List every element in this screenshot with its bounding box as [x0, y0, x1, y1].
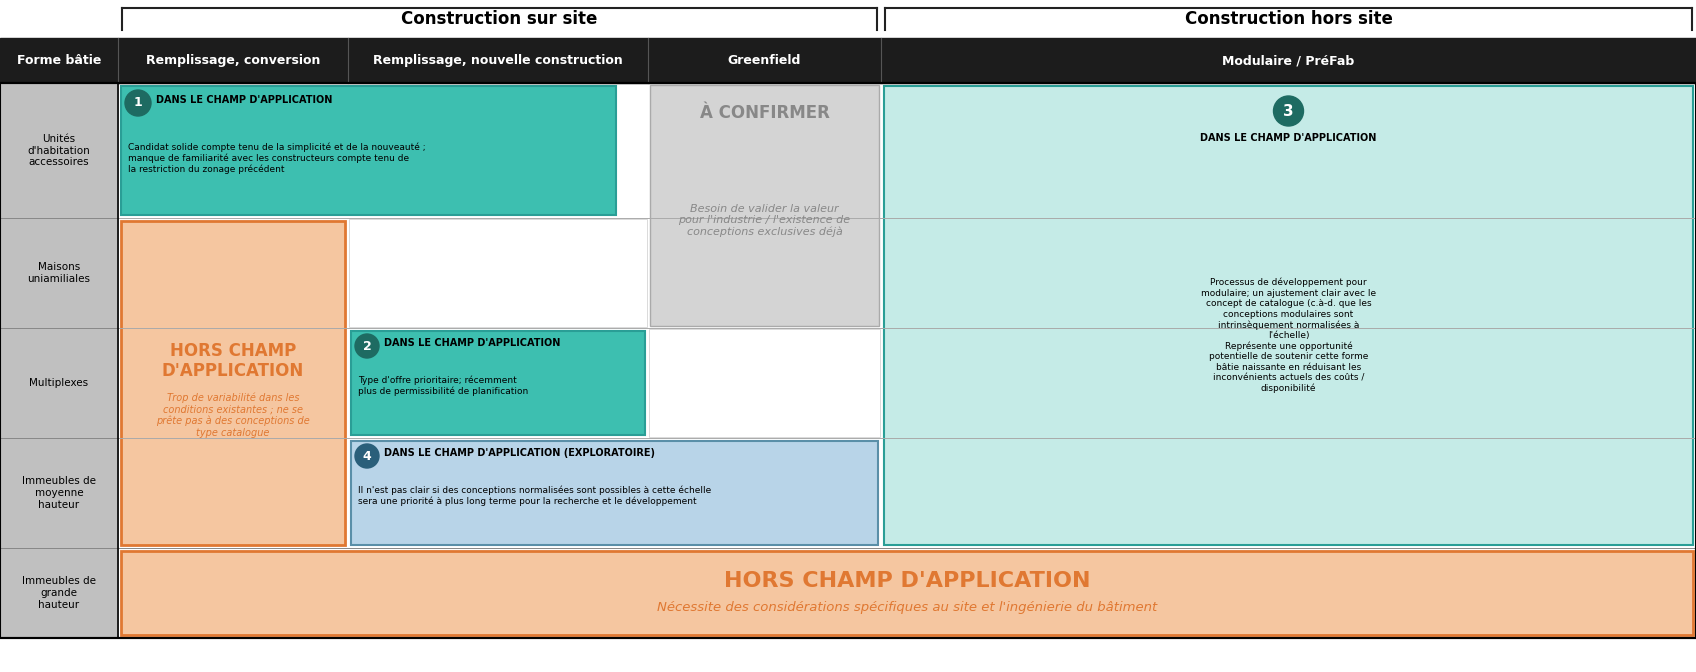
Circle shape	[1274, 96, 1304, 126]
Bar	[0, 438, 119, 548]
Bar	[351, 331, 644, 435]
Text: Greenfield: Greenfield	[728, 54, 801, 67]
Circle shape	[354, 444, 378, 468]
Text: 1: 1	[134, 97, 142, 110]
Text: Immeubles de
moyenne
hauteur: Immeubles de moyenne hauteur	[22, 476, 97, 509]
Text: 3: 3	[1284, 103, 1294, 118]
Bar	[0, 38, 1696, 83]
Text: Besoin de valider la valeur
pour l'industrie / l'existence de
conceptions exclus: Besoin de valider la valeur pour l'indus…	[678, 204, 851, 237]
Bar	[0, 548, 119, 638]
Text: Immeubles de
grande
hauteur: Immeubles de grande hauteur	[22, 577, 97, 610]
Text: Remplissage, conversion: Remplissage, conversion	[146, 54, 321, 67]
Text: Type d'offre prioritaire; récemment
plus de permissibilité de planification: Type d'offre prioritaire; récemment plus…	[358, 376, 527, 396]
Text: Forme bâtie: Forme bâtie	[17, 54, 102, 67]
Text: Unités
d'habitation
accessoires: Unités d'habitation accessoires	[27, 134, 90, 167]
Bar	[120, 551, 1693, 635]
Text: Construction hors site: Construction hors site	[1184, 10, 1392, 28]
Text: Il n'est pas clair si des conceptions normalisées sont possibles à cette échelle: Il n'est pas clair si des conceptions no…	[358, 486, 711, 506]
Text: Candidat solide compte tenu de la simplicité et de la nouveauté ;
manque de fami: Candidat solide compte tenu de la simpli…	[127, 143, 426, 174]
Bar	[0, 218, 119, 328]
Bar	[0, 328, 119, 438]
Bar	[0, 83, 119, 218]
Circle shape	[354, 334, 378, 358]
Text: Multiplexes: Multiplexes	[29, 378, 88, 388]
Text: Nécessite des considérations spécifiques au site et l'ingénierie du bâtiment: Nécessite des considérations spécifiques…	[656, 601, 1157, 614]
Text: Remplissage, nouvelle construction: Remplissage, nouvelle construction	[373, 54, 622, 67]
Bar	[120, 86, 616, 215]
Circle shape	[126, 90, 151, 116]
Bar	[650, 329, 880, 437]
Text: HORS CHAMP D'APPLICATION: HORS CHAMP D'APPLICATION	[724, 571, 1091, 591]
Bar	[0, 83, 1696, 638]
Text: À CONFIRMER: À CONFIRMER	[699, 104, 829, 122]
Bar	[120, 221, 344, 545]
Bar	[351, 441, 879, 545]
Text: DANS LE CHAMP D'APPLICATION (EXPLORATOIRE): DANS LE CHAMP D'APPLICATION (EXPLORATOIR…	[383, 448, 655, 458]
Bar	[349, 219, 646, 327]
Text: DANS LE CHAMP D'APPLICATION: DANS LE CHAMP D'APPLICATION	[383, 338, 560, 348]
Bar	[650, 85, 879, 326]
Text: Trop de variabilité dans les
conditions existantes ; ne se
prête pas à des conce: Trop de variabilité dans les conditions …	[156, 392, 310, 438]
Text: DANS LE CHAMP D'APPLICATION: DANS LE CHAMP D'APPLICATION	[156, 95, 332, 105]
Text: Construction sur site: Construction sur site	[402, 10, 597, 28]
Text: Modulaire / PréFab: Modulaire / PréFab	[1223, 54, 1355, 67]
Text: Maisons
uniamiliales: Maisons uniamiliales	[27, 262, 90, 284]
Bar	[884, 86, 1693, 545]
Text: HORS CHAMP
D'APPLICATION: HORS CHAMP D'APPLICATION	[161, 341, 304, 380]
Text: Processus de développement pour
modulaire; un ajustement clair avec le
concept d: Processus de développement pour modulair…	[1201, 278, 1375, 393]
Text: 4: 4	[363, 450, 371, 462]
Text: 2: 2	[363, 339, 371, 353]
Text: DANS LE CHAMP D'APPLICATION: DANS LE CHAMP D'APPLICATION	[1201, 133, 1377, 143]
